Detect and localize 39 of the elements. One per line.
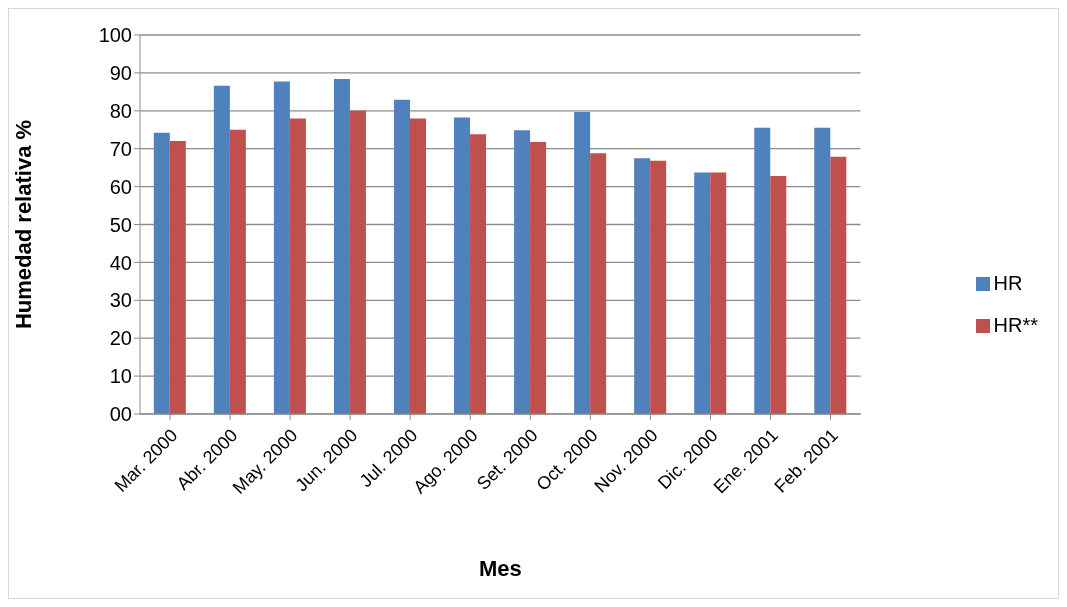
bar (273, 81, 290, 414)
y-tick-label: 50 (109, 213, 132, 236)
bar (213, 85, 230, 414)
bar (514, 130, 531, 414)
bar (409, 118, 426, 414)
legend-label: HR** (993, 313, 1038, 336)
bar (830, 156, 847, 414)
bar (530, 141, 547, 414)
bar (289, 118, 306, 414)
y-tick-label: 30 (109, 289, 132, 312)
bar (770, 175, 787, 414)
bar (454, 117, 471, 414)
y-tick-label: 60 (109, 175, 132, 198)
bar (814, 127, 831, 414)
bar (710, 172, 727, 414)
bar (333, 78, 350, 414)
bar (650, 160, 667, 414)
y-tick-label: 90 (109, 62, 132, 84)
y-tick-label: 00 (109, 403, 132, 426)
bar (349, 110, 366, 414)
bar (590, 153, 607, 414)
bar (169, 141, 186, 414)
bar (574, 111, 591, 414)
y-tick-label: 20 (109, 327, 132, 350)
y-tick-label: 70 (109, 137, 132, 160)
y-axis-title: Humedad relativa % (10, 119, 36, 330)
bar (229, 129, 246, 414)
bar (754, 127, 771, 414)
x-axis-title: Mes (478, 556, 522, 581)
y-tick-label: 10 (109, 365, 132, 388)
bar (694, 172, 711, 414)
bar (470, 134, 487, 414)
bar (393, 99, 410, 414)
bar (153, 132, 170, 414)
bar (634, 158, 651, 414)
y-tick-label: 40 (109, 251, 132, 274)
y-tick-label: 80 (109, 99, 132, 122)
y-tick-label: 100 (98, 24, 132, 47)
legend-label: HR (993, 271, 1023, 294)
